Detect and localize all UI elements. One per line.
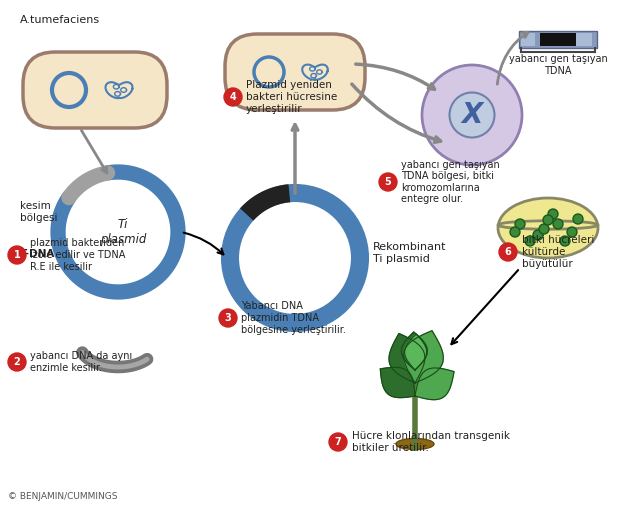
Circle shape bbox=[548, 209, 558, 219]
Text: Hücre klonlarından transgenik
bitkiler üretilir.: Hücre klonlarından transgenik bitkiler ü… bbox=[352, 431, 510, 453]
Circle shape bbox=[239, 202, 351, 314]
Text: Plazmid yeniden
bakteri hücresine
yerleştirilir: Plazmid yeniden bakteri hücresine yerleş… bbox=[246, 80, 337, 114]
Circle shape bbox=[219, 309, 237, 327]
Text: 5: 5 bbox=[385, 177, 392, 187]
Text: 7: 7 bbox=[335, 437, 341, 447]
Text: Rekombinant
Ti plasmid: Rekombinant Ti plasmid bbox=[373, 242, 447, 264]
Text: © BENJAMIN/CUMMINGS: © BENJAMIN/CUMMINGS bbox=[8, 492, 118, 501]
Text: yabancı gen taşıyan
TDNA: yabancı gen taşıyan TDNA bbox=[509, 54, 607, 76]
Bar bbox=[540, 33, 576, 46]
Text: 4: 4 bbox=[230, 92, 236, 102]
Circle shape bbox=[224, 88, 242, 106]
Polygon shape bbox=[415, 368, 454, 400]
Circle shape bbox=[422, 65, 522, 165]
Circle shape bbox=[8, 353, 26, 371]
Text: yabancı gen taşıyan
TDNA bölgesi, bitki
kromozomlarına
entegre olur.: yabancı gen taşıyan TDNA bölgesi, bitki … bbox=[401, 160, 500, 204]
Bar bbox=[576, 33, 592, 46]
Text: 3: 3 bbox=[225, 313, 232, 323]
FancyBboxPatch shape bbox=[23, 52, 167, 128]
Circle shape bbox=[567, 227, 577, 237]
Text: Yabancı DNA
plazmidin TDNA
bölgesine yerleştirilir.: Yabancı DNA plazmidin TDNA bölgesine yer… bbox=[241, 302, 346, 335]
Ellipse shape bbox=[498, 198, 598, 258]
Text: 2: 2 bbox=[13, 357, 20, 367]
Text: bitki hücreleri
kültürde
büyütülür: bitki hücreleri kültürde büyütülür bbox=[522, 236, 595, 269]
Text: plazmid bakteriden
izole edilir ve TDNA
R.E ile kesilir: plazmid bakteriden izole edilir ve TDNA … bbox=[30, 239, 125, 271]
Circle shape bbox=[543, 215, 553, 225]
Text: kesim
bölgesi: kesim bölgesi bbox=[20, 201, 58, 223]
Circle shape bbox=[329, 433, 347, 451]
Polygon shape bbox=[389, 333, 425, 383]
Ellipse shape bbox=[396, 438, 434, 450]
Circle shape bbox=[525, 236, 535, 246]
Polygon shape bbox=[401, 332, 428, 370]
Polygon shape bbox=[404, 331, 444, 383]
Circle shape bbox=[379, 173, 397, 191]
Circle shape bbox=[539, 224, 549, 234]
Bar bbox=[519, 31, 597, 48]
Circle shape bbox=[573, 214, 583, 224]
Circle shape bbox=[515, 219, 525, 229]
Text: 1: 1 bbox=[13, 250, 20, 260]
Text: A.tumefaciens: A.tumefaciens bbox=[20, 15, 100, 25]
Bar bbox=[521, 33, 535, 46]
Circle shape bbox=[560, 236, 570, 246]
Circle shape bbox=[533, 230, 543, 240]
Text: T-DNA: T-DNA bbox=[20, 249, 56, 259]
Circle shape bbox=[8, 246, 26, 264]
Text: X: X bbox=[461, 101, 483, 129]
Text: 6: 6 bbox=[504, 247, 511, 257]
Text: yabancı DNA da aynı
enzimle kesilir.: yabancı DNA da aynı enzimle kesilir. bbox=[30, 351, 132, 373]
Circle shape bbox=[499, 243, 517, 261]
Text: Ti
plasmid: Ti plasmid bbox=[100, 218, 146, 246]
Polygon shape bbox=[404, 334, 427, 370]
FancyBboxPatch shape bbox=[225, 34, 365, 110]
Polygon shape bbox=[380, 367, 415, 398]
Circle shape bbox=[449, 93, 495, 138]
Circle shape bbox=[66, 180, 170, 284]
Circle shape bbox=[510, 227, 520, 237]
Circle shape bbox=[553, 219, 563, 229]
